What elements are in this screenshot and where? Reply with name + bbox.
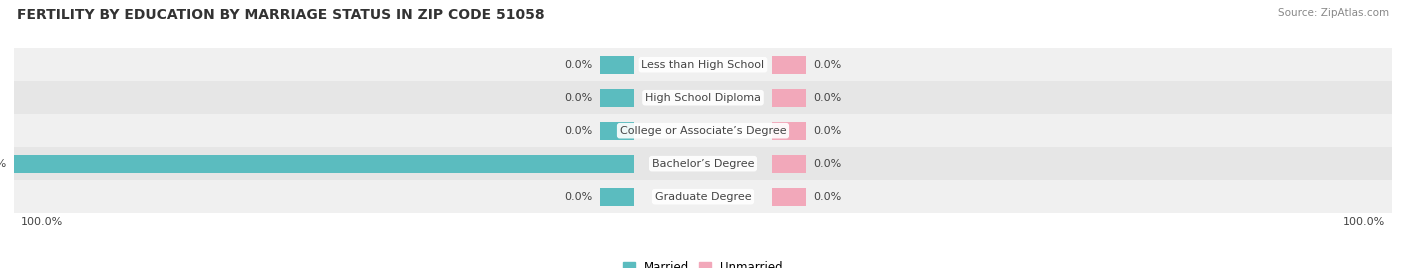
Text: High School Diploma: High School Diploma <box>645 93 761 103</box>
Text: 0.0%: 0.0% <box>565 192 593 202</box>
Text: 0.0%: 0.0% <box>813 126 841 136</box>
Text: 0.0%: 0.0% <box>565 126 593 136</box>
Bar <box>772 56 807 74</box>
Bar <box>14 155 634 173</box>
Text: 100.0%: 100.0% <box>0 159 7 169</box>
Text: 0.0%: 0.0% <box>813 60 841 70</box>
Bar <box>14 114 1392 147</box>
Bar <box>772 155 807 173</box>
Bar <box>599 56 634 74</box>
Text: Less than High School: Less than High School <box>641 60 765 70</box>
Text: College or Associate’s Degree: College or Associate’s Degree <box>620 126 786 136</box>
Bar <box>599 188 634 206</box>
Text: 0.0%: 0.0% <box>813 192 841 202</box>
Bar <box>599 89 634 107</box>
Text: Graduate Degree: Graduate Degree <box>655 192 751 202</box>
Text: Bachelor’s Degree: Bachelor’s Degree <box>652 159 754 169</box>
Text: 100.0%: 100.0% <box>1343 217 1385 227</box>
Bar <box>772 188 807 206</box>
Text: Source: ZipAtlas.com: Source: ZipAtlas.com <box>1278 8 1389 18</box>
Bar <box>599 122 634 140</box>
Bar <box>772 122 807 140</box>
Text: 100.0%: 100.0% <box>21 217 63 227</box>
Legend: Married, Unmarried: Married, Unmarried <box>619 256 787 268</box>
Text: 0.0%: 0.0% <box>565 93 593 103</box>
Text: 0.0%: 0.0% <box>813 93 841 103</box>
Bar <box>772 89 807 107</box>
Text: 0.0%: 0.0% <box>813 159 841 169</box>
Bar <box>14 147 1392 180</box>
Bar <box>14 180 1392 213</box>
Text: FERTILITY BY EDUCATION BY MARRIAGE STATUS IN ZIP CODE 51058: FERTILITY BY EDUCATION BY MARRIAGE STATU… <box>17 8 544 22</box>
Bar <box>14 48 1392 81</box>
Bar <box>14 81 1392 114</box>
Text: 0.0%: 0.0% <box>565 60 593 70</box>
